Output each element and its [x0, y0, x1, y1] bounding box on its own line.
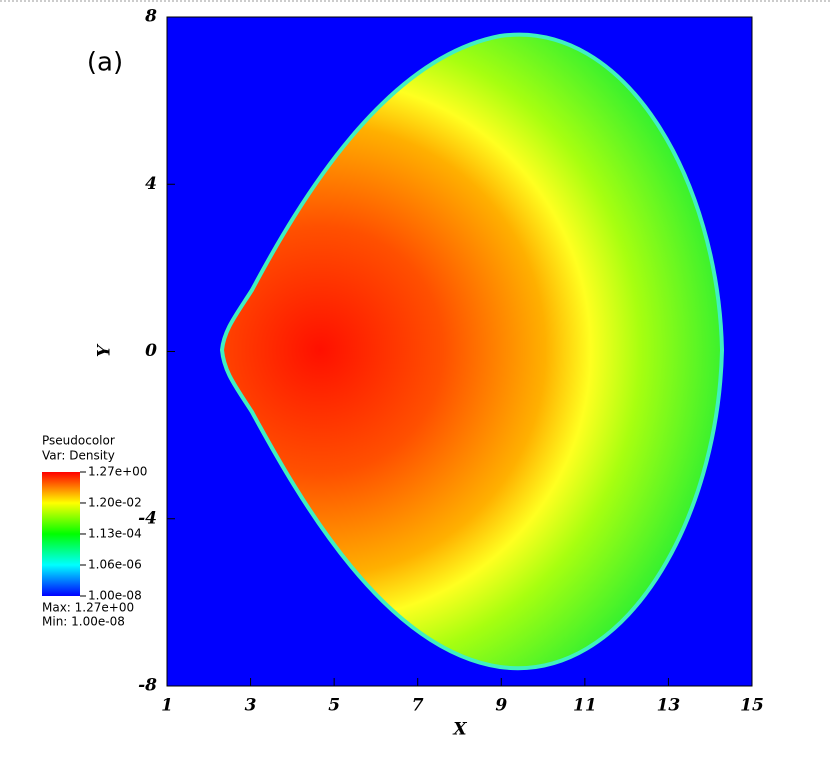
x-tick-label: 15 — [740, 696, 764, 716]
y-tick-label: -8 — [138, 676, 157, 696]
legend-min: Min: 1.00e-08 — [42, 615, 125, 629]
x-tick-label: 5 — [328, 696, 340, 716]
colorbar — [42, 472, 80, 596]
colorbar-tick-label: 1.00e-08 — [88, 589, 142, 603]
x-tick-label: 9 — [495, 696, 507, 716]
colorbar-tick-label: 1.06e-06 — [88, 558, 142, 572]
colorbar-tick-label: 1.13e-04 — [88, 526, 142, 540]
x-tick-label: 1 — [161, 696, 173, 716]
y-tick-label: 8 — [144, 7, 157, 27]
x-tick-label: 11 — [573, 696, 597, 716]
density-field — [219, 32, 725, 671]
y-axis-label: Y — [95, 343, 115, 357]
x-tick-label: 7 — [412, 696, 424, 716]
x-tick-label: 3 — [245, 696, 257, 716]
y-tick-label: 0 — [145, 341, 157, 361]
x-axis-label: X — [452, 720, 467, 740]
x-tick-label: 13 — [657, 696, 681, 716]
colorbar-tick-label: 1.20e-02 — [88, 495, 142, 509]
colorbar-tick-label: 1.27e+00 — [88, 465, 147, 479]
legend-title: Pseudocolor — [42, 434, 115, 448]
y-tick-label: -4 — [138, 508, 157, 528]
legend-variable: Var: Density — [42, 449, 115, 463]
y-tick-label: 4 — [145, 174, 157, 194]
legend-max: Max: 1.27e+00 — [42, 601, 134, 615]
panel-label: (a) — [87, 48, 123, 78]
